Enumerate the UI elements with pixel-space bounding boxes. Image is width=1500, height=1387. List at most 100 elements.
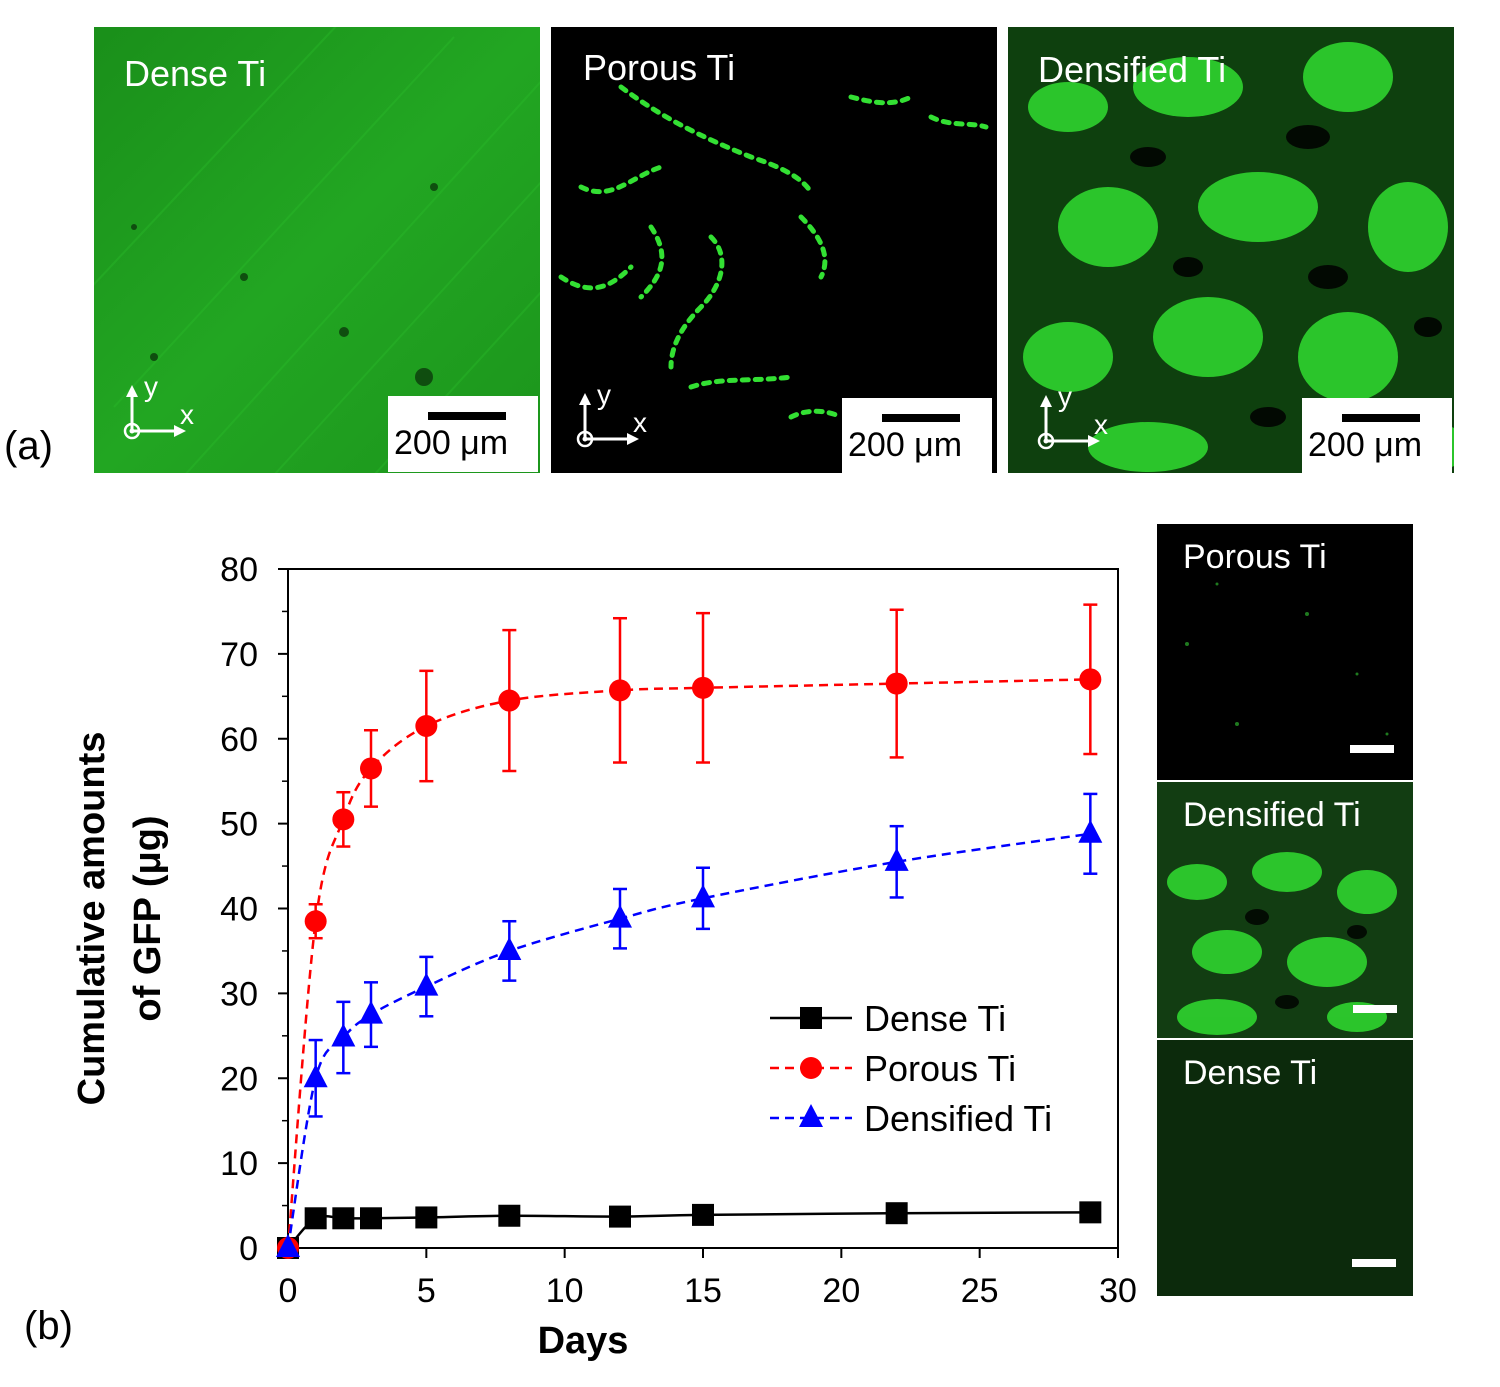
xy-axis-icon [576,393,639,448]
axis-y-label: y [144,371,158,402]
y-tick-label: 40 [220,891,258,929]
y-tick-label: 70 [220,636,258,674]
scale-bar [1342,414,1420,422]
scale-bar-label: 200 μm [394,424,509,462]
data-point [415,1206,438,1229]
data-point [1078,819,1103,843]
side-micrograph-densified-ti: Densified Ti [1157,782,1413,1038]
data-point [609,679,631,702]
data-point [331,1023,356,1047]
axis-indicator: y x [1032,381,1122,459]
data-point [359,1000,383,1024]
data-point [498,689,521,712]
legend-label: Dense Ti [864,998,1006,1039]
y-tick-label: 10 [220,1145,258,1183]
series-line-1 [286,678,1091,1249]
data-point [609,1205,631,1228]
data-point [608,904,632,928]
scale-bar [882,414,960,422]
micrograph-label: Dense Ti [124,53,267,94]
x-tick-label: 10 [546,1272,584,1310]
scale-bar-box: 200 μm [388,396,538,472]
legend-label: Porous Ti [864,1048,1016,1089]
side-micrograph-label: Densified Ti [1183,796,1361,834]
data-point [304,910,327,933]
micrograph-densified-ti: Densified Ti y x 200 μm [1008,27,1454,473]
panel-b-letter: (b) [24,1304,73,1348]
x-tick-label: 15 [684,1272,722,1310]
scale-bar [428,412,506,420]
series-line-0 [287,1211,1091,1249]
axis-x-label: x [180,399,194,430]
side-densified-texture [1167,852,1397,1035]
data-point [332,808,355,831]
legend-marker [800,1057,822,1079]
x-tick-label: 20 [822,1272,860,1310]
data-point [885,672,908,695]
gfp-release-chart: 0 10 20 30 40 50 60 70 80 0 5 10 15 20 25 30 Days Cumulat… [71,551,1137,1362]
data-point [414,972,439,996]
micrograph-label: Densified Ti [1038,49,1227,90]
side-porous-texture [1185,582,1389,736]
axis-x-label: x [633,407,647,438]
data-point [691,884,715,908]
y-tick-label: 50 [220,806,258,844]
side-scale-bar [1353,1005,1397,1013]
x-tick-label: 0 [279,1272,298,1310]
legend-marker [800,1007,822,1029]
data-point [497,936,522,960]
scale-bar-label: 200 μm [848,426,963,464]
xy-axis-icon [1037,395,1100,450]
data-point [692,676,714,699]
scale-bar-box: 200 μm [842,398,992,473]
micrograph-dense-ti: Dense Ti y x 200 μm [94,27,540,473]
data-point [360,1207,382,1230]
side-micrograph-dense-ti: Dense Ti [1157,1040,1413,1296]
side-micrograph-label: Porous Ti [1183,538,1327,576]
side-micrograph-label: Dense Ti [1183,1054,1318,1092]
legend-label: Densified Ti [864,1098,1052,1139]
axis-y-label: y [1058,381,1072,412]
data-point [360,757,382,780]
y-tick-label: 30 [220,975,258,1013]
data-point [304,1207,327,1230]
side-scale-bar [1350,745,1394,753]
legend-marker [799,1104,823,1127]
x-tick-label: 5 [417,1272,436,1310]
y-axis-title-line2: of GFP (μg) [127,815,169,1021]
y-tick-label: 0 [239,1230,258,1268]
data-point [498,1204,521,1227]
axis-x-label: x [1094,409,1108,440]
data-point [884,847,909,871]
data-point [1079,668,1102,691]
x-axis-title: Days [538,1320,629,1362]
data-point [276,1234,300,1257]
y-axis-title-line1: Cumulative amounts [71,732,113,1106]
y-tick-label: 80 [220,551,258,589]
series-line-2 [286,832,1091,1249]
data-point [885,1202,908,1225]
data-point [1079,1201,1102,1224]
data-point [415,715,438,738]
data-point [303,1064,328,1088]
micrograph-porous-ti: Porous Ti y x 200 μm [551,27,997,473]
axis-indicator: y x [118,371,208,449]
scale-bar-label: 200 μm [1308,426,1423,464]
axis-y-label: y [597,379,611,410]
axis-indicator: y x [571,379,661,457]
scale-bar-box: 200 μm [1302,398,1452,473]
porous-ti-texture [558,84,989,420]
xy-axis-icon [123,385,186,440]
dense-ti-texture [94,27,540,473]
y-tick-label: 20 [220,1060,258,1098]
y-tick-label: 60 [220,721,258,759]
data-point [332,1207,355,1230]
side-scale-bar [1352,1259,1396,1267]
x-tick-label: 30 [1099,1272,1137,1310]
data-point [692,1203,714,1226]
densified-ti-texture [1023,42,1454,472]
micrograph-label: Porous Ti [583,47,736,88]
side-micrograph-porous-ti: Porous Ti [1157,524,1413,780]
panel-a-letter: (a) [4,424,53,468]
x-tick-label: 25 [961,1272,999,1310]
